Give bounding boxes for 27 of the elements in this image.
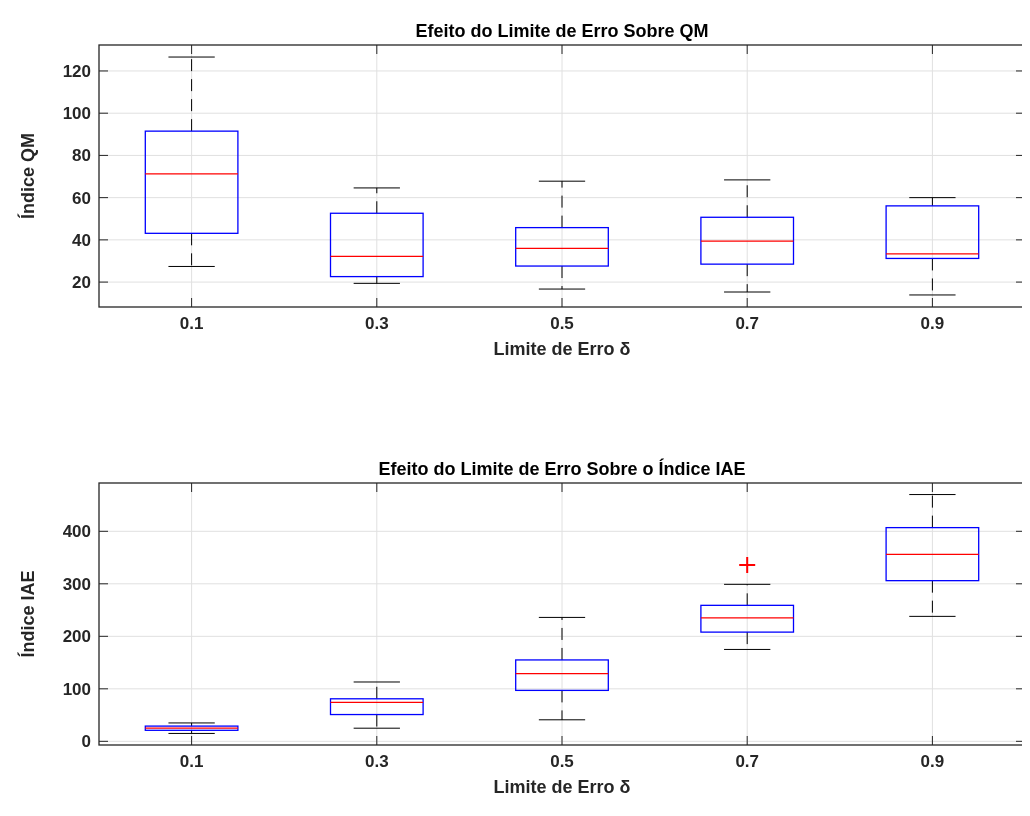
x-tick-label: 0.5 [550,314,574,333]
chart-title: Efeito do Limite de Erro Sobre o Índice IAE [378,458,746,479]
y-tick-label: 20 [72,273,91,293]
y-axis-title: Índice IAE [17,570,38,658]
x-tick-label: 0.1 [179,752,204,771]
x-tick-label: 0.1 [179,314,204,333]
y-tick-label: 100 [62,104,91,124]
y-tick-label: 200 [62,627,91,647]
x-tick-label: 0.7 [735,752,760,771]
y-tick-label: 120 [62,61,91,81]
y-tick-label: 400 [62,522,91,542]
chart-title: Efeito do Limite de Erro Sobre QM [415,21,709,41]
y-tick-label: 100 [62,679,91,699]
x-tick-label: 0.3 [364,752,389,771]
y-tick-label: 40 [72,230,91,250]
y-tick-label: 60 [72,188,91,208]
y-axis-title: Índice QM [17,132,38,220]
y-tick-label: 0 [81,732,91,752]
x-tick-label: 0.7 [735,314,760,333]
x-tick-label: 0.9 [920,752,945,771]
x-tick-label: 0.3 [364,314,389,333]
x-tick-label: 0.5 [550,752,574,771]
y-tick-label: 80 [72,146,91,166]
x-axis-title: Limite de Erro δ [493,777,631,797]
x-tick-label: 0.9 [920,314,945,333]
x-axis-title: Limite de Erro δ [493,339,631,359]
y-tick-label: 300 [62,574,91,594]
